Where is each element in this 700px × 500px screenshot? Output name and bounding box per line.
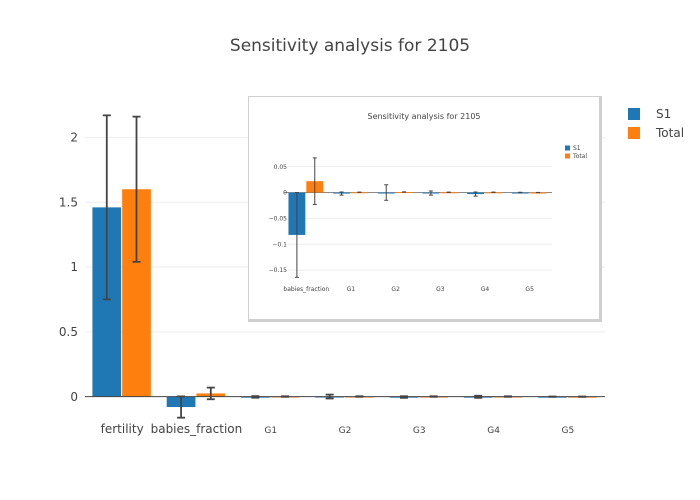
x-tick-label: babies_fraction (151, 422, 243, 436)
legend-label-s1: S1 (573, 145, 581, 152)
x-tick-label: G3 (413, 426, 426, 436)
y-tick-label: 1.5 (59, 195, 78, 209)
legend-swatch-total (628, 127, 640, 139)
x-tick-label: G3 (436, 286, 445, 293)
main-legend[interactable]: S1 Total (628, 107, 684, 140)
legend-label-total: Total (655, 126, 684, 140)
main-x-tick-labels: fertility babies_fraction G1 G2 G3 G4 G5 (101, 422, 575, 436)
inset-background (249, 97, 599, 319)
inset-error-bars (294, 157, 541, 278)
x-tick-label: G2 (339, 426, 352, 436)
x-tick-label: G5 (525, 286, 534, 293)
y-tick-label: 0.05 (274, 164, 288, 171)
main-y-tick-labels: 0 0.5 1 1.5 2 (59, 131, 78, 404)
chart-title: Sensitivity analysis for 2105 (230, 36, 470, 56)
legend-swatch-s1 (565, 145, 570, 151)
inset-chart: Sensitivity analysis for 2105 0.05 0 −0.05… (248, 96, 602, 322)
inset-x-tick-labels: babies_fraction G1 G2 G3 G4 G5 (283, 286, 534, 293)
x-tick-label: G5 (562, 426, 575, 436)
legend-label-total: Total (572, 153, 587, 160)
y-tick-label: 0 (70, 390, 78, 404)
x-tick-label: G2 (391, 286, 400, 293)
legend-swatch-total (565, 153, 570, 159)
y-tick-label: 2 (70, 131, 78, 145)
legend-label-s1: S1 (656, 107, 671, 121)
y-tick-label: −0.15 (269, 267, 288, 274)
y-tick-label: 0 (283, 190, 287, 197)
y-tick-label: −0.05 (269, 215, 288, 222)
inset-y-tick-labels: 0.05 0 −0.05 −0.1 −0.15 (269, 164, 288, 274)
y-tick-label: −0.1 (272, 241, 287, 248)
y-tick-label: 1 (70, 260, 78, 274)
y-tick-label: 0.5 (59, 325, 78, 339)
x-tick-label: fertility (101, 422, 144, 436)
legend-swatch-s1 (628, 108, 640, 120)
x-tick-label: babies_fraction (283, 286, 329, 293)
x-tick-label: G4 (481, 286, 490, 293)
x-tick-label: G4 (487, 426, 500, 436)
inset-chart-title: Sensitivity analysis for 2105 (367, 112, 480, 121)
x-tick-label: G1 (347, 286, 356, 293)
x-tick-label: G1 (264, 426, 277, 436)
inset-gridlines (284, 166, 552, 271)
